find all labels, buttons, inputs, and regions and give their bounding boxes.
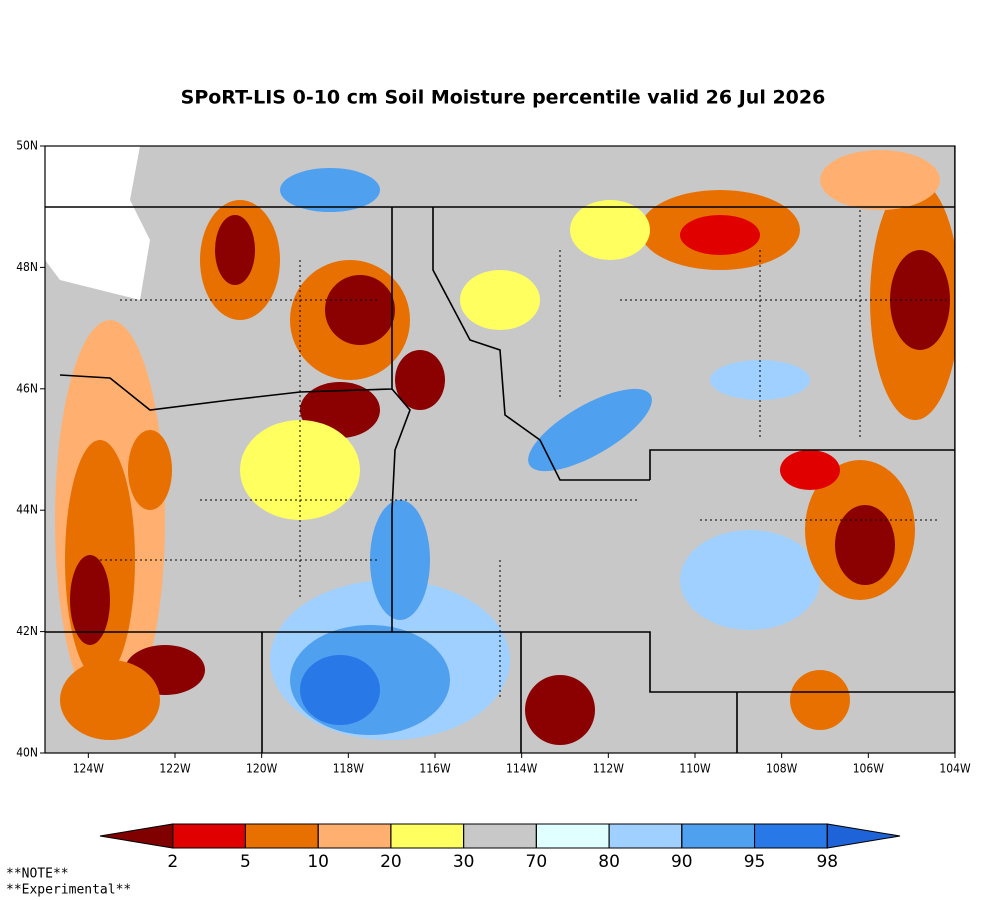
lon-label: 120W	[246, 762, 278, 776]
colorbar-label: 5	[240, 852, 251, 872]
moisture-patch	[128, 430, 172, 510]
moisture-patch	[280, 168, 380, 212]
colorbar-segment	[244, 823, 319, 849]
lon-label: 110W	[679, 762, 711, 776]
note: **Experimental**	[6, 883, 131, 898]
lat-label: 42N	[16, 624, 38, 638]
border	[45, 146, 955, 753]
colorbar-segment	[608, 823, 683, 849]
lon-label: 122W	[159, 762, 191, 776]
moisture-patch	[835, 505, 895, 585]
colorbar-label: 98	[816, 852, 838, 872]
note: **NOTE**	[6, 867, 69, 882]
moisture-patch	[790, 670, 850, 730]
moisture-patch	[395, 350, 445, 410]
lon-label: 124W	[73, 762, 105, 776]
colorbar-label: 70	[526, 852, 548, 872]
colorbar-segment	[172, 823, 246, 849]
colorbar-label: 90	[671, 852, 693, 872]
lon-label: 106W	[853, 762, 885, 776]
lon-label: 116W	[419, 762, 451, 776]
colorbar-segment	[535, 823, 610, 849]
moisture-patch	[60, 660, 160, 740]
border	[391, 388, 411, 632]
moisture-patch	[680, 530, 820, 630]
moisture-patch	[780, 450, 840, 490]
map-frame	[44, 145, 956, 754]
colorbar-arrow	[826, 823, 901, 849]
moisture-patch	[528, 388, 652, 472]
map-title: SPoRT-LIS 0-10 cm Soil Moisture percenti…	[181, 87, 826, 109]
lat-label: 50N	[16, 139, 38, 153]
colorbar-segment	[681, 823, 756, 849]
map-field	[45, 146, 955, 753]
colorbar-label: 30	[453, 852, 475, 872]
moisture-patch	[325, 275, 395, 345]
colorbar-arrow	[99, 823, 174, 849]
lon-label: 114W	[506, 762, 538, 776]
moisture-patch	[70, 555, 110, 645]
colorbar-segment	[463, 823, 537, 849]
colorbar-label: 2	[167, 852, 178, 872]
water	[45, 146, 150, 300]
lon-label: 112W	[593, 762, 625, 776]
colorbar-label: 20	[380, 852, 402, 872]
lat-label: 40N	[16, 746, 38, 760]
lon-label: 104W	[939, 762, 971, 776]
moisture-patch	[570, 200, 650, 260]
lon-label: 108W	[766, 762, 798, 776]
lat-label: 44N	[16, 503, 38, 517]
moisture-patch	[460, 270, 540, 330]
colorbar-segment	[754, 823, 828, 849]
moisture-patch	[525, 675, 595, 745]
lat-label: 46N	[16, 381, 38, 395]
county-line	[100, 210, 950, 700]
moisture-patch	[300, 655, 380, 725]
border	[432, 207, 650, 481]
moisture-patch	[680, 215, 760, 255]
moisture-patch	[215, 215, 255, 285]
colorbar-label: 95	[744, 852, 766, 872]
colorbar-segment	[317, 823, 392, 849]
moisture-patch	[370, 500, 430, 620]
moisture-patch	[820, 150, 940, 210]
colorbar-label: 10	[307, 852, 329, 872]
lat-label: 48N	[16, 260, 38, 274]
lon-label: 118W	[333, 762, 365, 776]
colorbar-label: 80	[598, 852, 620, 872]
colorbar-segment	[390, 823, 465, 849]
